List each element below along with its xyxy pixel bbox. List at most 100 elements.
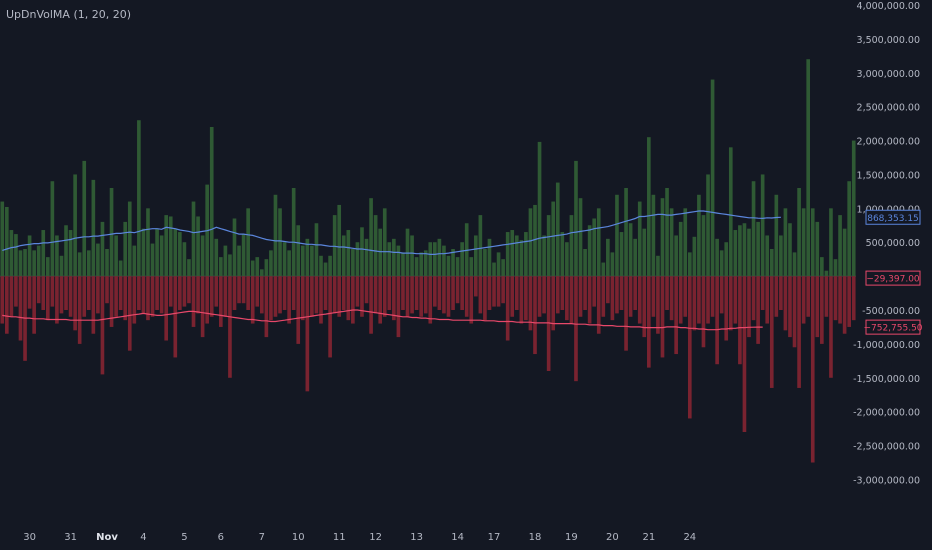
up-volume-bar [733,230,738,277]
up-volume-bar [806,59,811,277]
up-volume-bar [446,255,451,277]
up-volume-bar [574,160,578,277]
indicator-title[interactable]: UpDnVolMA (1, 20, 20) [6,8,132,21]
up-volume-bar [765,235,770,277]
up-volume-bar [346,230,351,277]
down-volume-bar [291,276,296,310]
down-volume-bar [414,276,419,310]
down-volume-bar [328,276,332,358]
y-axis[interactable]: 4,000,000.00 3,500,000.00 3,000,000.00 2,50… [853,1,920,486]
down-volume-bar [82,276,87,317]
x-tick-label: 30 [23,532,36,543]
y-tick-label: 2,500,000.00 [857,103,920,114]
down-volume-bar [141,276,146,314]
down-volume-bar [264,276,269,338]
up-volume-bar [660,198,665,277]
up-volume-bar [788,223,792,277]
up-volume-bar [738,225,742,277]
down-volume-bar [820,276,824,344]
down-volume-bar [205,276,209,324]
down-volume-bar [587,276,592,324]
down-volume-bar [483,276,487,321]
up-volume-bar [606,238,610,277]
up-volume-bar [68,230,73,277]
down-volume-bar [583,276,587,310]
down-volume-bar [660,276,665,358]
down-volume-bar [287,276,291,324]
down-volume-bar [801,276,806,324]
up-volume-bar [55,235,59,277]
down-volume-bar [733,276,738,324]
down-volume-bar [127,276,132,351]
down-volume-bar [505,276,510,341]
up-volume-bar [369,198,373,277]
up-volume-bar [337,204,342,277]
up-volume-bar [223,245,228,277]
down-volume-bar [228,276,232,378]
down-volume-bar [510,276,515,317]
down-volume-bar [428,276,433,324]
down-volume-bar [159,276,164,314]
up-volume-bar [565,242,569,277]
down-volume-bar [824,276,829,317]
up-volume-bar [519,240,524,277]
down-volume-bar [533,276,537,355]
x-tick-label: 19 [565,532,578,543]
down-volume-bar [319,276,323,324]
up-volume-bar [287,250,291,277]
down-volume-bar [719,276,724,314]
down-volume-bar [18,276,23,341]
up-volume-bar [5,206,9,277]
down-volume-bar [86,276,91,310]
x-tick-label: 11 [333,532,346,543]
down-volume-bar [209,276,214,317]
down-volume-bar [633,276,637,310]
up-volume-bar [555,182,560,277]
up-volume-bar [760,174,765,277]
up-volume-bar [537,141,542,277]
up-volume-bar [719,250,724,277]
up-volume-bar [524,232,528,277]
up-volume-bar [815,221,820,277]
up-volume-bar [27,235,32,277]
down-volume-bar [765,276,770,324]
up-volume-bar [96,243,100,277]
down-volume-bar [847,276,851,327]
x-tick-label: 20 [606,532,619,543]
up-volume-bar [669,208,674,277]
x-tick-label: 10 [292,532,305,543]
down-volume-bar [255,276,260,307]
up-volume-bar [296,225,301,277]
down-volume-bar [214,276,219,307]
down-volume-bar [373,276,378,314]
down-volume-bar [155,276,159,310]
down-volume-bar [678,276,683,324]
up-volume-bar [91,179,96,277]
up-volume-bar [246,208,250,277]
down-volume-bar [96,276,100,314]
down-volume-bar [728,276,733,331]
up-volume-bar [829,208,833,277]
down-volume-bar [250,276,255,324]
x-axis[interactable]: 30 31 Nov 4 5 6 7 10 11 12 13 14 17 18 19 20 21 24 [23,532,696,543]
down-volume-bar [150,276,155,317]
down-volume-bar [756,276,760,344]
down-volume-bar [528,276,533,331]
down-volume-bar [392,276,396,321]
down-volume-bar [332,276,337,314]
up-volume-bar [560,232,565,277]
up-volume-bar [624,188,628,277]
up-volume-bar [150,243,155,277]
up-volume-bar [610,252,615,277]
down-volume-bar [665,276,669,310]
down-volume-bar [451,276,455,310]
down-volume-bar [401,276,405,310]
y-tick-label: 3,500,000.00 [857,35,920,46]
up-volume-bar [355,242,360,277]
x-tick-label: Nov [96,532,118,543]
down-volume-bar [59,276,64,314]
up-volume-bar [109,188,114,277]
down-volume-bar [501,276,505,304]
down-volume-bar [596,276,601,334]
